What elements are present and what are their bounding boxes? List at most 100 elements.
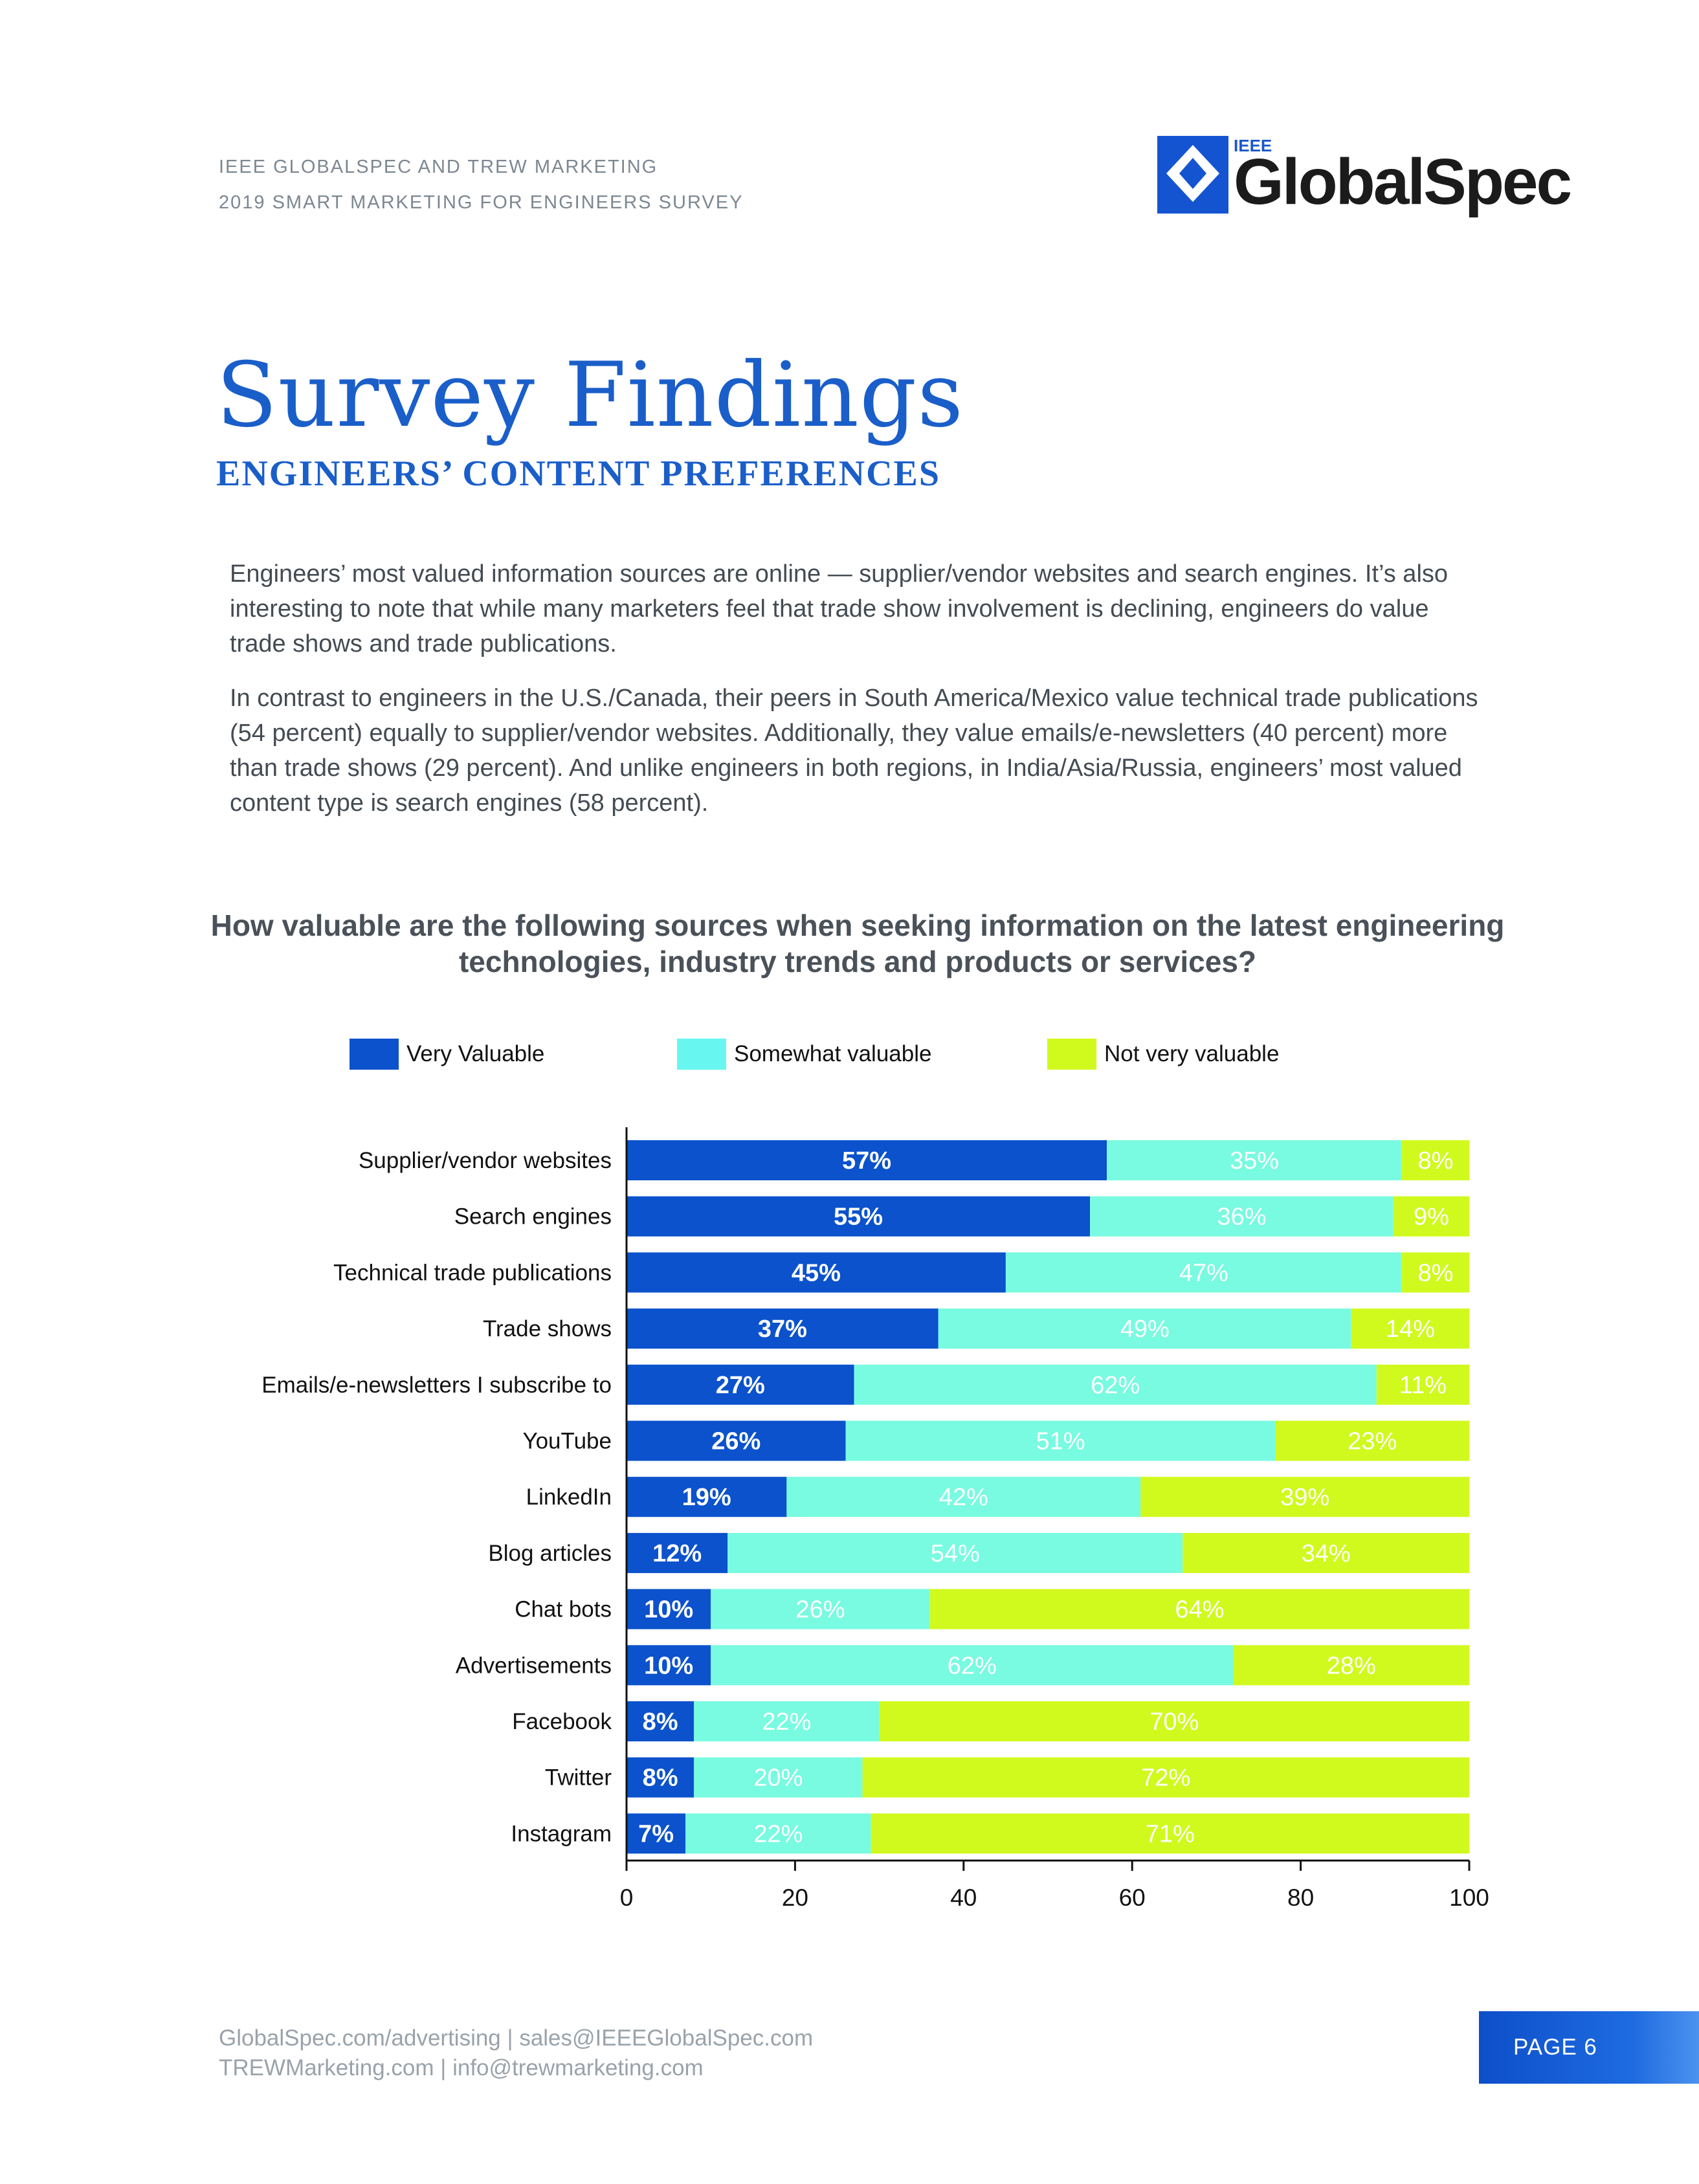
bar-segment-somewhat-valuable-linkedin xyxy=(786,1477,1141,1517)
x-tick-label: 80 xyxy=(1287,1884,1314,1911)
data-label-very-valuable-youtube: 26% xyxy=(711,1428,761,1455)
x-tick-label: 20 xyxy=(782,1884,808,1911)
data-label-somewhat-valuable-instagram: 22% xyxy=(753,1820,803,1848)
data-label-somewhat-valuable-linkedin: 42% xyxy=(939,1484,988,1511)
bar-segment-not-very-valuable-instagram xyxy=(871,1813,1469,1854)
data-label-very-valuable-facebook: 8% xyxy=(643,1708,678,1736)
data-label-somewhat-valuable-search-engines: 36% xyxy=(1217,1204,1266,1231)
data-label-not-very-valuable-instagram: 71% xyxy=(1146,1820,1195,1848)
bar-segment-somewhat-valuable-instagram xyxy=(685,1813,871,1854)
bar-segment-somewhat-valuable-facebook xyxy=(694,1701,880,1741)
data-label-very-valuable-linkedin: 19% xyxy=(682,1484,731,1511)
data-label-somewhat-valuable-advertisements: 62% xyxy=(948,1652,997,1679)
bar-segment-somewhat-valuable-supplier-vendor-websites xyxy=(1107,1140,1402,1180)
report-survey-title: 2019 SMART MARKETING FOR ENGINEERS SURVE… xyxy=(219,192,744,213)
bar-segment-very-valuable-linkedin xyxy=(627,1477,787,1517)
bar-segment-not-very-valuable-technical-trade-publications xyxy=(1401,1252,1469,1293)
x-tick-label: 100 xyxy=(1449,1884,1489,1911)
category-label-emails-e-newsletters-i-subscribe-to: Emails/e-newsletters I subscribe to xyxy=(261,1373,612,1398)
bar-segment-very-valuable-technical-trade-publications xyxy=(627,1252,1006,1293)
category-label-search-engines: Search engines xyxy=(454,1204,612,1230)
bar-segment-not-very-valuable-trade-shows xyxy=(1351,1308,1469,1349)
data-label-very-valuable-advertisements: 10% xyxy=(644,1652,693,1679)
data-label-very-valuable-technical-trade-publications: 45% xyxy=(792,1259,841,1286)
bar-segment-somewhat-valuable-twitter xyxy=(694,1757,863,1798)
data-label-very-valuable-chat-bots: 10% xyxy=(644,1596,693,1624)
bar-segment-very-valuable-search-engines xyxy=(627,1196,1091,1237)
stacked-bar-chart: Supplier/vendor websites 57% 35% 8% Search e… xyxy=(261,1127,1489,1911)
category-label-advertisements: Advertisements xyxy=(456,1653,612,1678)
legend-swatch xyxy=(1047,1039,1096,1070)
page-title: Survey Findings xyxy=(216,343,964,447)
data-label-not-very-valuable-emails-e-newsletters-i-subscribe-to: 11% xyxy=(1399,1372,1447,1399)
data-label-very-valuable-twitter: 8% xyxy=(643,1765,678,1792)
bar-segment-very-valuable-twitter xyxy=(627,1757,694,1798)
data-label-not-very-valuable-technical-trade-publications: 8% xyxy=(1417,1259,1453,1286)
bar-segment-very-valuable-blog-articles xyxy=(627,1532,728,1573)
category-label-technical-trade-publications: Technical trade publications xyxy=(333,1260,612,1285)
category-label-facebook: Facebook xyxy=(512,1709,612,1734)
bar-segment-not-very-valuable-blog-articles xyxy=(1183,1532,1469,1573)
data-label-not-very-valuable-chat-bots: 64% xyxy=(1175,1596,1224,1624)
data-label-not-very-valuable-search-engines: 9% xyxy=(1414,1204,1449,1231)
bar-segment-very-valuable-supplier-vendor-websites xyxy=(627,1140,1107,1180)
bar-segment-very-valuable-instagram xyxy=(627,1813,686,1854)
data-label-not-very-valuable-linkedin: 39% xyxy=(1280,1484,1329,1511)
bar-segment-not-very-valuable-advertisements xyxy=(1233,1645,1469,1686)
intro-paragraph-2: In contrast to engineers in the U.S./Can… xyxy=(230,685,1478,817)
bar-segment-not-very-valuable-supplier-vendor-websites xyxy=(1401,1140,1469,1180)
category-label-youtube: YouTube xyxy=(522,1429,612,1454)
bar-segment-somewhat-valuable-technical-trade-publications xyxy=(1005,1252,1402,1293)
data-label-very-valuable-search-engines: 55% xyxy=(834,1204,883,1231)
data-label-not-very-valuable-blog-articles: 34% xyxy=(1302,1540,1351,1567)
bar-segment-very-valuable-facebook xyxy=(627,1701,694,1741)
bar-segment-not-very-valuable-facebook xyxy=(879,1701,1469,1741)
bar-segment-very-valuable-trade-shows xyxy=(627,1308,938,1349)
data-label-very-valuable-trade-shows: 37% xyxy=(758,1316,807,1343)
data-label-not-very-valuable-youtube: 23% xyxy=(1348,1428,1397,1455)
x-tick-label: 40 xyxy=(950,1884,977,1911)
page-number-tab: PAGE 6 xyxy=(1479,2011,1699,2084)
data-label-not-very-valuable-twitter: 72% xyxy=(1141,1765,1190,1792)
footer-contact-globalspec: GlobalSpec.com/advertising | sales@IEEEG… xyxy=(219,2025,814,2051)
bar-segment-not-very-valuable-chat-bots xyxy=(929,1589,1469,1629)
x-tick-label: 0 xyxy=(620,1884,634,1911)
data-label-somewhat-valuable-chat-bots: 26% xyxy=(795,1596,845,1624)
data-label-somewhat-valuable-facebook: 22% xyxy=(762,1708,811,1736)
data-label-somewhat-valuable-blog-articles: 54% xyxy=(931,1540,980,1567)
bar-segment-very-valuable-youtube xyxy=(627,1420,846,1461)
bar-segment-somewhat-valuable-advertisements xyxy=(711,1645,1234,1686)
bar-segment-not-very-valuable-youtube xyxy=(1275,1420,1469,1461)
data-label-somewhat-valuable-emails-e-newsletters-i-subscribe-to: 62% xyxy=(1091,1372,1140,1399)
data-label-very-valuable-emails-e-newsletters-i-subscribe-to: 27% xyxy=(716,1372,765,1399)
bar-segment-somewhat-valuable-emails-e-newsletters-i-subscribe-to xyxy=(854,1364,1377,1405)
legend-swatch xyxy=(677,1039,726,1070)
bar-segment-somewhat-valuable-chat-bots xyxy=(711,1589,930,1629)
data-label-somewhat-valuable-supplier-vendor-websites: 35% xyxy=(1230,1147,1279,1175)
bar-segment-somewhat-valuable-youtube xyxy=(845,1420,1276,1461)
bar-segment-not-very-valuable-linkedin xyxy=(1140,1477,1469,1517)
section-subtitle: ENGINEERS’ CONTENT PREFERENCES xyxy=(216,454,941,494)
page-number: PAGE 6 xyxy=(1513,2035,1597,2060)
footer-contact-trew: TREWMarketing.com | info@trewmarketing.c… xyxy=(219,2055,704,2080)
diamond-logo-icon xyxy=(1157,136,1228,214)
bar-segment-somewhat-valuable-blog-articles xyxy=(727,1532,1183,1573)
category-label-instagram: Instagram xyxy=(511,1821,612,1846)
data-label-somewhat-valuable-youtube: 51% xyxy=(1036,1428,1085,1455)
chart-title: How valuable are the following sources w… xyxy=(210,909,1505,978)
data-label-very-valuable-supplier-vendor-websites: 57% xyxy=(842,1147,891,1175)
category-label-chat-bots: Chat bots xyxy=(515,1597,612,1622)
legend-swatch xyxy=(350,1039,399,1070)
category-label-supplier-vendor-websites: Supplier/vendor websites xyxy=(359,1148,612,1173)
data-label-somewhat-valuable-twitter: 20% xyxy=(753,1765,803,1792)
x-tick-label: 60 xyxy=(1119,1884,1146,1911)
data-label-very-valuable-instagram: 7% xyxy=(638,1820,674,1848)
bar-segment-somewhat-valuable-trade-shows xyxy=(938,1308,1351,1349)
category-label-trade-shows: Trade shows xyxy=(483,1316,612,1341)
bar-segment-very-valuable-chat-bots xyxy=(627,1589,711,1629)
report-series-title: IEEE GLOBALSPEC AND TREW MARKETING xyxy=(219,157,658,177)
legend-label: Not very valuable xyxy=(1104,1041,1280,1066)
data-label-not-very-valuable-advertisements: 28% xyxy=(1327,1652,1376,1679)
bar-segment-not-very-valuable-emails-e-newsletters-i-subscribe-to xyxy=(1376,1364,1469,1405)
category-label-linkedin: LinkedIn xyxy=(526,1484,612,1510)
